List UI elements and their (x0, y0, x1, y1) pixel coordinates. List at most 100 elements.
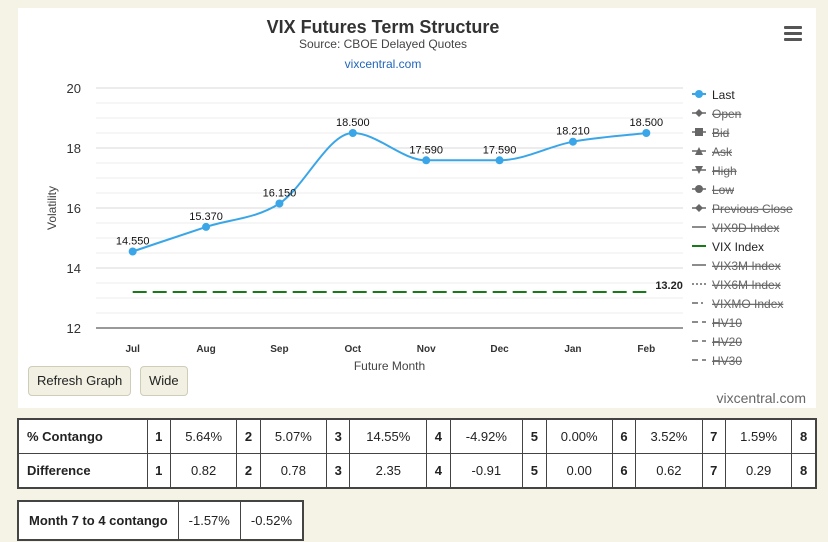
last-point (348, 129, 357, 137)
legend-marker (695, 128, 703, 136)
month-number: 1 (146, 453, 172, 489)
table-cell: 14.55% (349, 418, 428, 454)
legend-marker (695, 185, 703, 193)
legend-item[interactable]: High (712, 164, 737, 178)
x-tick-label: Oct (344, 344, 361, 355)
month-number: 7 (701, 418, 726, 454)
x-tick-label: Nov (417, 344, 436, 355)
contango-table: % Contango 1 5.64% 2 5.07% 3 14.55% 4 -4.92% 5 0.0… (17, 418, 817, 489)
table-cell: 0.00% (545, 418, 613, 454)
watermark: vixcentral.com (716, 390, 806, 406)
last-point (275, 199, 284, 208)
table-row: Difference 1 0.82 2 0.78 3 2.35 4 -0.91 5 0.00 6 0.6… (17, 453, 817, 489)
table-cell: 0.78 (259, 453, 327, 489)
x-tick-label: Feb (637, 344, 655, 355)
x-axis-title: Future Month (354, 359, 425, 373)
table-cell: -1.57% (177, 500, 241, 541)
last-data-label: 18.500 (336, 117, 370, 129)
month-number: 7 (701, 453, 726, 489)
legend-item[interactable]: VIX Index (712, 240, 764, 254)
table-cell: 3.52% (635, 418, 703, 454)
legend-item[interactable]: Bid (712, 126, 729, 140)
month-number: 2 (236, 418, 261, 454)
legend-marker (695, 90, 703, 98)
row-header: Difference (17, 453, 148, 489)
legend-item[interactable]: VIX3M Index (712, 259, 781, 273)
chart-title: VIX Futures Term Structure (267, 17, 500, 37)
last-data-label: 16.150 (263, 188, 297, 200)
last-point (128, 247, 137, 256)
legend-marker (695, 204, 703, 212)
table-cell: 0.00 (545, 453, 613, 489)
month-contango-table: Month 7 to 4 contango -1.57% -0.52% (17, 500, 305, 541)
row-header: Month 7 to 4 contango (17, 500, 179, 541)
month-number: 5 (522, 453, 547, 489)
table-cell: 5.07% (259, 418, 327, 454)
x-tick-label: Sep (270, 344, 288, 355)
last-point (495, 156, 504, 165)
table-cell: -0.91 (449, 453, 524, 489)
month-number: 3 (325, 453, 351, 489)
x-tick-label: Jan (564, 344, 581, 355)
table-cell: 0.29 (724, 453, 793, 489)
legend-item[interactable]: HV30 (712, 354, 742, 368)
refresh-graph-button[interactable]: Refresh Graph (28, 366, 132, 396)
last-data-label: 17.590 (409, 144, 443, 156)
last-point (568, 137, 577, 146)
source-link: vixcentral.com (345, 57, 422, 71)
legend-item[interactable]: HV20 (712, 335, 742, 349)
chart-subtitle: Source: CBOE Delayed Quotes (299, 37, 467, 51)
x-tick-label: Dec (490, 344, 509, 355)
month-number: 2 (236, 453, 261, 489)
legend-marker (695, 109, 703, 117)
month-number: 4 (426, 418, 451, 454)
month-number: 3 (325, 418, 351, 454)
table-cell: 1.59% (724, 418, 793, 454)
last-data-label: 17.590 (483, 144, 517, 156)
last-data-label: 18.210 (556, 126, 590, 138)
vix-index-label: 13.20 (655, 280, 683, 292)
legend-item[interactable]: VIX6M Index (712, 278, 781, 292)
last-data-label: 18.500 (629, 117, 663, 129)
legend-item[interactable]: Open (712, 107, 741, 121)
last-point (202, 222, 211, 231)
last-series-line (132, 131, 647, 253)
y-tick-label: 18 (67, 141, 81, 156)
table-cell: 0.62 (635, 453, 703, 489)
legend-item[interactable]: Last (712, 88, 735, 102)
y-tick-label: 12 (67, 321, 81, 336)
table-row: % Contango 1 5.64% 2 5.07% 3 14.55% 4 -4.92% 5 0.0… (17, 418, 817, 454)
y-axis-title: Volatility (45, 186, 59, 230)
row-header: % Contango (17, 418, 148, 454)
month-number: 8 (791, 418, 817, 454)
month-number: 5 (522, 418, 547, 454)
table-cell: -0.52% (239, 500, 304, 541)
y-tick-label: 20 (67, 81, 81, 96)
month-number: 1 (146, 418, 172, 454)
hamburger-menu-icon[interactable] (784, 26, 802, 44)
legend-item[interactable]: Ask (712, 145, 733, 159)
last-point (642, 129, 651, 137)
legend-item[interactable]: VIXMO Index (712, 297, 783, 311)
table-cell: 2.35 (349, 453, 428, 489)
y-tick-label: 14 (67, 261, 81, 276)
month-number: 6 (611, 453, 637, 489)
table-cell: 0.82 (169, 453, 238, 489)
wide-button[interactable]: Wide (140, 366, 188, 396)
legend-item[interactable]: Low (712, 183, 734, 197)
last-data-label: 14.550 (116, 236, 150, 248)
table-row: Month 7 to 4 contango -1.57% -0.52% (17, 500, 304, 541)
legend-marker (695, 166, 703, 174)
table-cell: -4.92% (449, 418, 524, 454)
legend-item[interactable]: HV10 (712, 316, 742, 330)
table-cell: 5.64% (169, 418, 238, 454)
last-point (422, 156, 431, 165)
x-tick-label: Jul (125, 344, 140, 355)
month-number: 4 (426, 453, 451, 489)
x-tick-label: Aug (196, 344, 215, 355)
legend-item[interactable]: VIX9D Index (712, 221, 779, 235)
legend-item[interactable]: Previous Close (712, 202, 793, 216)
chart-panel: VIX Futures Term Structure Source: CBOE D… (18, 8, 816, 408)
legend-marker (695, 147, 703, 155)
